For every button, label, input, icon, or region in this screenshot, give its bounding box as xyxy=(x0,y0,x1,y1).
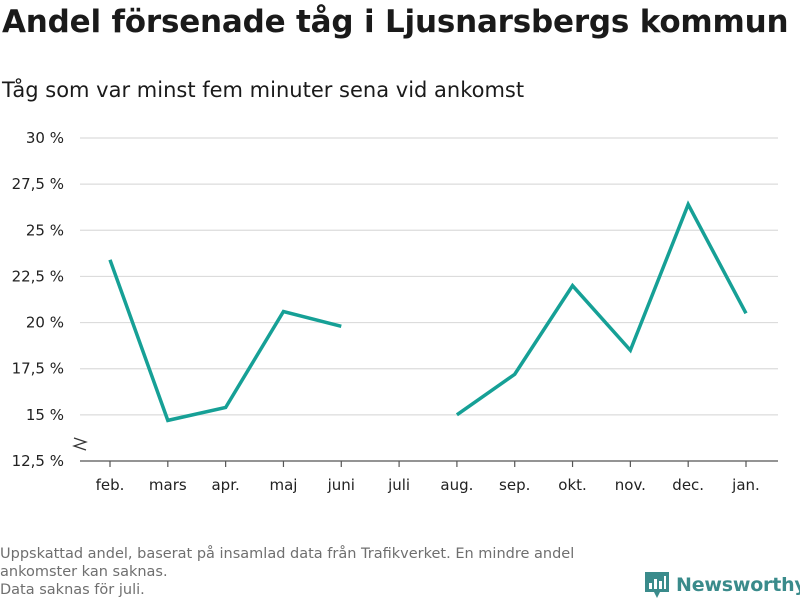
x-tick-label: dec. xyxy=(672,476,704,494)
x-tick-label: juli xyxy=(387,476,410,494)
y-tick-label: 30 % xyxy=(26,129,64,147)
brand-name: Newsworthy xyxy=(676,574,800,596)
footnote-source: Uppskattad andel, baserat på insamlad da… xyxy=(0,546,575,580)
y-tick-label: 25 % xyxy=(26,221,64,239)
y-tick-label: 27,5 % xyxy=(12,175,64,193)
y-tick-label: 22,5 % xyxy=(12,267,64,285)
y-axis-ticks: 12,5 % 15 % 17,5 % 20 % 22,5 % 25 % 27,5 % 30 % xyxy=(12,129,64,470)
y-tick-label: 12,5 % xyxy=(12,452,64,470)
x-tick-label: juni xyxy=(327,476,355,494)
x-tick-label: maj xyxy=(269,476,297,494)
x-tick-label: mars xyxy=(149,476,187,494)
series-line xyxy=(455,200,748,417)
x-tick-label: apr. xyxy=(211,476,239,494)
footnote-missing-data: Data saknas för juli. xyxy=(0,582,145,598)
y-tick-label: 15 % xyxy=(26,406,64,424)
x-axis-ticks: feb. mars apr. maj juni juli aug. sep. okt. nov. d… xyxy=(96,461,760,494)
brand-logo: Newsworthy xyxy=(644,570,800,600)
x-tick-label: sep. xyxy=(499,476,530,494)
series-line xyxy=(108,259,342,423)
y-tick-label: 20 % xyxy=(26,314,64,332)
x-tick-label: nov. xyxy=(615,476,646,494)
x-tick-label: jan. xyxy=(731,476,760,494)
chart-subtitle: Tåg som var minst fem minuter sena vid a… xyxy=(2,78,525,102)
x-tick-label: aug. xyxy=(440,476,473,494)
bar-chart-logo-icon xyxy=(645,572,669,598)
series-lines xyxy=(108,200,748,423)
axis-break-mark xyxy=(72,437,88,451)
axis-break-icon xyxy=(72,437,88,451)
y-tick-label: 17,5 % xyxy=(12,360,64,378)
gridlines xyxy=(80,137,778,462)
x-tick-label: okt. xyxy=(558,476,587,494)
chart-title: Andel försenade tåg i Ljusnarsbergs komm… xyxy=(2,4,789,40)
footnote: Uppskattad andel, baserat på insamlad da… xyxy=(0,545,640,599)
x-tick-label: feb. xyxy=(96,476,125,494)
line-chart: 12,5 % 15 % 17,5 % 20 % 22,5 % 25 % 27,5 % 30 %… xyxy=(12,129,778,494)
